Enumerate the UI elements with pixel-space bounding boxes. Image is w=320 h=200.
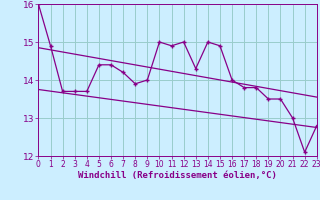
X-axis label: Windchill (Refroidissement éolien,°C): Windchill (Refroidissement éolien,°C) — [78, 171, 277, 180]
